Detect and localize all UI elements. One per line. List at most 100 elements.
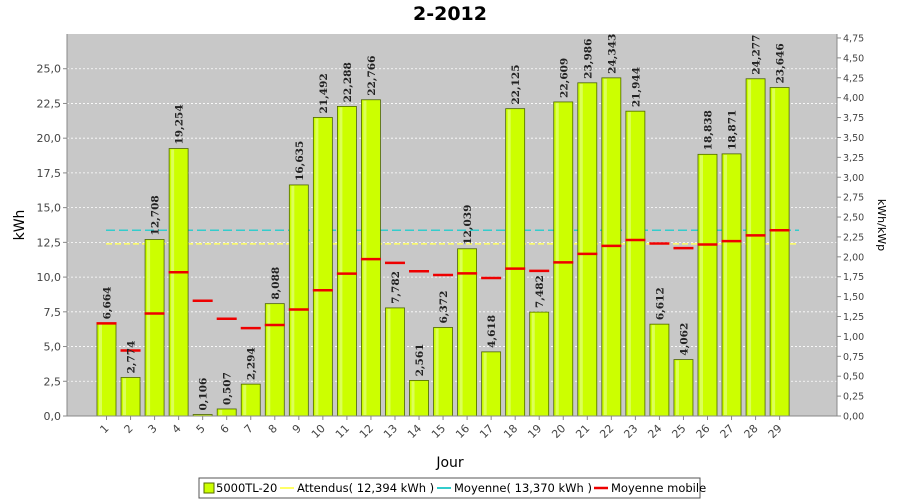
x-tick-label: 2 — [122, 422, 136, 436]
data-label: 23,646 — [775, 43, 787, 83]
y2-tick-label: 3,00 — [843, 173, 864, 184]
data-label: 7,782 — [390, 271, 402, 304]
data-label: 23,986 — [582, 39, 594, 79]
y2-tick-label: 1,75 — [843, 272, 864, 283]
data-label: 6,372 — [438, 291, 450, 324]
data-label: 19,254 — [174, 104, 186, 144]
bar-highlight — [411, 381, 415, 415]
bar-highlight — [123, 378, 127, 415]
bar-highlight — [171, 149, 175, 415]
x-tick-label: 22 — [597, 422, 616, 441]
x-tick-label: 27 — [718, 422, 737, 441]
x-tick-label: 3 — [146, 422, 160, 436]
data-label: 18,871 — [727, 110, 739, 150]
x-tick-label: 17 — [477, 422, 496, 441]
legend-swatch-bars — [203, 482, 215, 494]
y2-tick-label: 0,75 — [843, 352, 864, 363]
y2-tick-label: 2,50 — [843, 213, 864, 224]
bar-highlight — [579, 83, 583, 415]
bar-highlight — [315, 118, 319, 416]
y2-tick-label: 4,00 — [843, 93, 864, 104]
x-tick-label: 10 — [309, 422, 328, 441]
y2-axis-label: kWh/kWp — [875, 199, 888, 251]
x-axis-label: Jour — [435, 455, 464, 471]
x-tick-label: 24 — [645, 422, 664, 441]
data-label: 12,708 — [150, 195, 162, 235]
legend-label-expected: Attendus( 12,394 kWh ) — [297, 481, 434, 495]
x-tick-label: 8 — [266, 422, 280, 436]
y-tick-label: 7,5 — [44, 306, 62, 319]
data-label: 12,039 — [462, 205, 474, 245]
bar-highlight — [483, 352, 487, 415]
data-label: 8,088 — [270, 267, 282, 300]
y2-tick-label: 4,75 — [843, 33, 864, 44]
y2-tick-label: 1,25 — [843, 312, 864, 323]
x-tick-label: 20 — [549, 422, 568, 441]
data-label: 7,482 — [534, 275, 546, 308]
x-tick-label: 11 — [333, 422, 352, 441]
x-tick-label: 13 — [381, 422, 400, 441]
bar-highlight — [435, 328, 439, 415]
data-label: 2,561 — [414, 344, 426, 377]
x-tick-label: 25 — [669, 422, 688, 441]
legend-label-moving-average: Moyenne mobile — [611, 481, 706, 495]
data-label: 22,609 — [558, 58, 570, 98]
data-label: 4,062 — [678, 323, 690, 356]
x-tick-label: 14 — [405, 422, 424, 441]
y2-tick-label: 2,00 — [843, 252, 864, 263]
data-label: 6,664 — [102, 287, 114, 320]
data-label: 22,288 — [342, 62, 354, 102]
y-tick-label: 22,5 — [37, 97, 62, 110]
bar-highlight — [147, 240, 151, 415]
y2-tick-label: 3,50 — [843, 133, 864, 144]
data-label: 21,944 — [630, 67, 642, 107]
data-label: 2,774 — [126, 341, 138, 374]
bar-highlight — [339, 107, 343, 416]
x-tick-label: 6 — [218, 422, 232, 436]
bar-highlight — [627, 112, 631, 416]
y2-tick-label: 3,25 — [843, 153, 864, 164]
bar-highlight — [387, 308, 391, 415]
bar-highlight — [219, 409, 223, 415]
data-label: 22,125 — [510, 64, 522, 104]
data-label: 6,612 — [654, 287, 666, 320]
y2-tick-label: 1,50 — [843, 292, 864, 303]
x-tick-label: 1 — [97, 422, 111, 436]
x-tick-label: 15 — [429, 422, 448, 441]
data-label: 24,277 — [751, 35, 763, 75]
bar-highlight — [772, 88, 776, 416]
bar-highlight — [291, 185, 295, 415]
data-label: 24,343 — [606, 34, 618, 74]
x-tick-label: 16 — [453, 422, 472, 441]
y2-tick-label: 3,75 — [843, 113, 864, 124]
reference-lines — [106, 229, 799, 245]
x-tick-label: 9 — [290, 422, 304, 436]
data-label: 0,106 — [198, 378, 210, 411]
data-label: 0,507 — [222, 372, 234, 405]
bar-highlight — [267, 304, 271, 415]
data-label: 21,492 — [318, 73, 330, 113]
y-tick-label: 20,0 — [37, 132, 62, 145]
bar-highlight — [651, 325, 655, 415]
x-axis-ticks: 1 2 3 4 5 6 7 8 9 10 11 12 13 14 15 16 17 18 19 20 21 22 23 24 2… — [97, 416, 785, 441]
bar-highlight — [724, 154, 728, 415]
y-tick-label: 12,5 — [37, 236, 62, 249]
legend-label-bars: 5000TL-20 — [216, 481, 277, 495]
bar-highlight — [531, 313, 535, 415]
y2-tick-label: 4,25 — [843, 73, 864, 84]
data-label: 4,618 — [486, 315, 498, 348]
x-tick-label: 28 — [742, 422, 761, 441]
data-label: 16,635 — [294, 141, 306, 181]
y-tick-label: 25,0 — [37, 63, 62, 76]
x-tick-label: 7 — [242, 422, 256, 436]
x-tick-label: 29 — [766, 422, 785, 441]
y2-tick-label: 2,75 — [843, 193, 864, 204]
y2-tick-label: 0,00 — [843, 412, 864, 423]
bar-highlight — [700, 155, 703, 415]
legend-label-average: Moyenne( 13,370 kWh ) — [454, 481, 592, 495]
x-tick-label: 19 — [525, 422, 544, 441]
x-tick-label: 23 — [621, 422, 640, 441]
y-tick-label: 5,0 — [44, 341, 62, 354]
bar-highlight — [555, 102, 559, 416]
